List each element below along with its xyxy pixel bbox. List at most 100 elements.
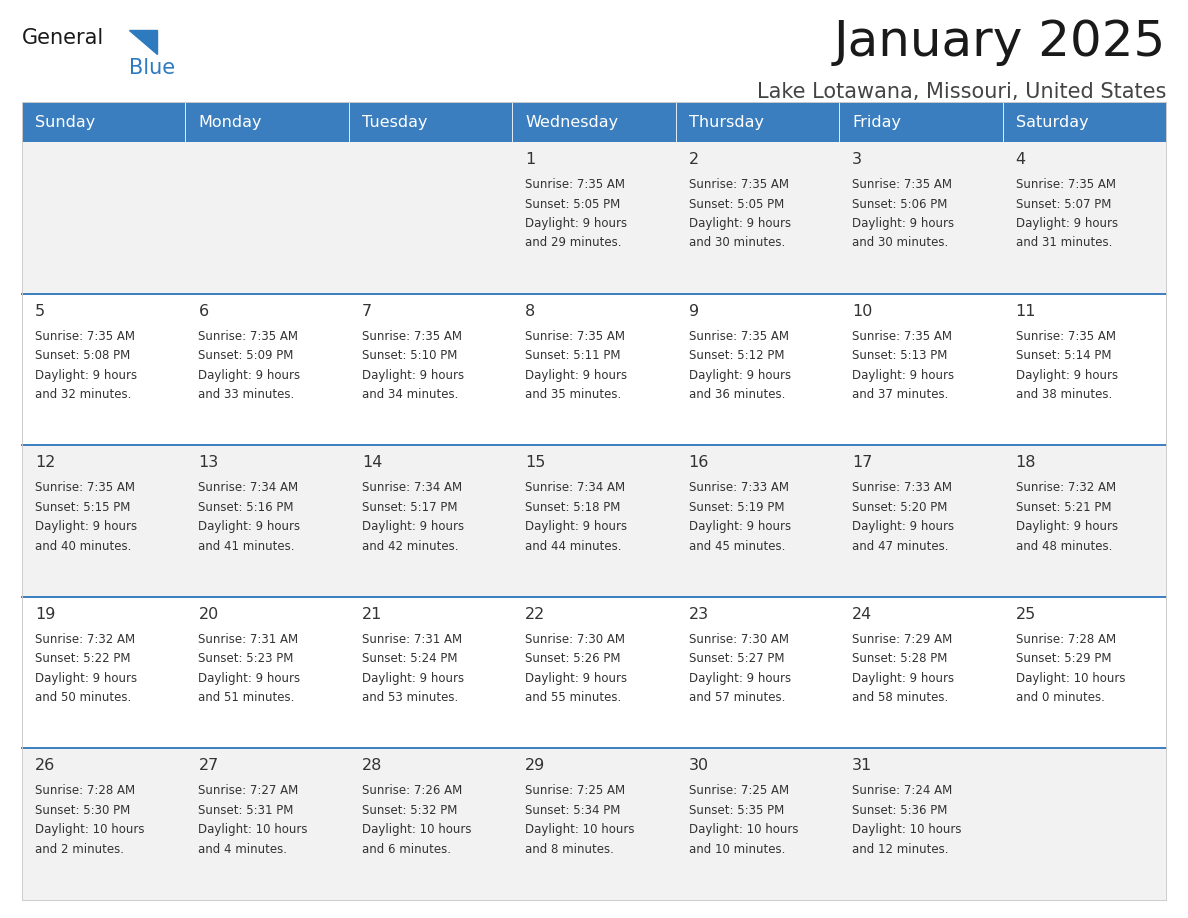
Text: 8: 8 [525, 304, 536, 319]
Text: and 48 minutes.: and 48 minutes. [1016, 540, 1112, 553]
Text: Sunrise: 7:30 AM: Sunrise: 7:30 AM [689, 633, 789, 645]
Text: Sunset: 5:21 PM: Sunset: 5:21 PM [1016, 500, 1111, 514]
Text: Sunset: 5:16 PM: Sunset: 5:16 PM [198, 500, 293, 514]
Text: Sunrise: 7:35 AM: Sunrise: 7:35 AM [34, 481, 135, 494]
Bar [185, 445, 349, 597]
Text: 7: 7 [362, 304, 372, 319]
Text: and 30 minutes.: and 30 minutes. [689, 237, 785, 250]
Text: 29: 29 [525, 758, 545, 773]
Bar [1003, 597, 1165, 748]
Text: Sunset: 5:29 PM: Sunset: 5:29 PM [1016, 653, 1111, 666]
Bar [676, 102, 839, 142]
Polygon shape [129, 30, 157, 54]
Bar [512, 748, 676, 900]
Text: Sunrise: 7:35 AM: Sunrise: 7:35 AM [525, 178, 625, 191]
Bar [23, 142, 185, 294]
Text: Sunset: 5:34 PM: Sunset: 5:34 PM [525, 804, 620, 817]
Text: Daylight: 9 hours: Daylight: 9 hours [852, 521, 954, 533]
Text: Sunrise: 7:29 AM: Sunrise: 7:29 AM [852, 633, 953, 645]
Text: Sunset: 5:10 PM: Sunset: 5:10 PM [362, 349, 457, 362]
Text: and 30 minutes.: and 30 minutes. [852, 237, 948, 250]
Text: Sunset: 5:27 PM: Sunset: 5:27 PM [689, 653, 784, 666]
Bar [676, 748, 839, 900]
Bar [23, 102, 185, 142]
Bar [512, 445, 676, 597]
Text: Daylight: 9 hours: Daylight: 9 hours [198, 672, 301, 685]
Text: Daylight: 9 hours: Daylight: 9 hours [689, 217, 791, 230]
Text: Sunrise: 7:28 AM: Sunrise: 7:28 AM [1016, 633, 1116, 645]
Text: Sunrise: 7:26 AM: Sunrise: 7:26 AM [362, 784, 462, 798]
Text: 19: 19 [34, 607, 56, 621]
Text: Daylight: 9 hours: Daylight: 9 hours [525, 672, 627, 685]
Bar [1003, 445, 1165, 597]
Text: Daylight: 9 hours: Daylight: 9 hours [34, 521, 137, 533]
Text: Sunrise: 7:33 AM: Sunrise: 7:33 AM [852, 481, 952, 494]
Text: Sunset: 5:12 PM: Sunset: 5:12 PM [689, 349, 784, 362]
Text: Sunrise: 7:31 AM: Sunrise: 7:31 AM [198, 633, 298, 645]
Text: and 38 minutes.: and 38 minutes. [1016, 388, 1112, 401]
Bar [839, 445, 1003, 597]
Text: Lake Lotawana, Missouri, United States: Lake Lotawana, Missouri, United States [757, 82, 1165, 102]
Bar [839, 142, 1003, 294]
Text: Daylight: 9 hours: Daylight: 9 hours [362, 672, 465, 685]
Text: Daylight: 9 hours: Daylight: 9 hours [689, 672, 791, 685]
Text: 13: 13 [198, 455, 219, 470]
Text: Daylight: 9 hours: Daylight: 9 hours [198, 369, 301, 382]
Text: Daylight: 9 hours: Daylight: 9 hours [1016, 521, 1118, 533]
Text: 4: 4 [1016, 152, 1025, 167]
Text: Sunrise: 7:32 AM: Sunrise: 7:32 AM [34, 633, 135, 645]
Text: Sunset: 5:17 PM: Sunset: 5:17 PM [362, 500, 457, 514]
Bar [1003, 102, 1165, 142]
Text: January 2025: January 2025 [834, 18, 1165, 66]
Text: Daylight: 9 hours: Daylight: 9 hours [34, 369, 137, 382]
Bar [676, 597, 839, 748]
Text: Sunrise: 7:27 AM: Sunrise: 7:27 AM [198, 784, 298, 798]
Text: 3: 3 [852, 152, 862, 167]
Text: and 31 minutes.: and 31 minutes. [1016, 237, 1112, 250]
Text: and 50 minutes.: and 50 minutes. [34, 691, 131, 704]
Text: and 33 minutes.: and 33 minutes. [198, 388, 295, 401]
Text: Sunrise: 7:35 AM: Sunrise: 7:35 AM [852, 178, 952, 191]
Text: Monday: Monday [198, 115, 261, 129]
Text: Sunrise: 7:35 AM: Sunrise: 7:35 AM [362, 330, 462, 342]
Bar [185, 748, 349, 900]
Text: General: General [23, 28, 105, 48]
Text: Sunset: 5:11 PM: Sunset: 5:11 PM [525, 349, 621, 362]
Text: and 32 minutes.: and 32 minutes. [34, 388, 132, 401]
Text: 24: 24 [852, 607, 872, 621]
Text: Sunset: 5:13 PM: Sunset: 5:13 PM [852, 349, 948, 362]
Bar [512, 597, 676, 748]
Text: Sunrise: 7:35 AM: Sunrise: 7:35 AM [34, 330, 135, 342]
Text: Sunday: Sunday [34, 115, 95, 129]
Text: and 6 minutes.: and 6 minutes. [362, 843, 451, 856]
Text: Sunrise: 7:35 AM: Sunrise: 7:35 AM [1016, 330, 1116, 342]
Bar [1003, 748, 1165, 900]
Text: Daylight: 9 hours: Daylight: 9 hours [852, 369, 954, 382]
Text: 12: 12 [34, 455, 56, 470]
Text: Daylight: 9 hours: Daylight: 9 hours [198, 521, 301, 533]
Bar [185, 294, 349, 445]
Bar [839, 597, 1003, 748]
Text: and 29 minutes.: and 29 minutes. [525, 237, 621, 250]
Text: Sunrise: 7:24 AM: Sunrise: 7:24 AM [852, 784, 953, 798]
Bar [512, 102, 676, 142]
Text: Daylight: 9 hours: Daylight: 9 hours [689, 521, 791, 533]
Text: Sunset: 5:18 PM: Sunset: 5:18 PM [525, 500, 620, 514]
Text: Sunrise: 7:35 AM: Sunrise: 7:35 AM [852, 330, 952, 342]
Text: Sunrise: 7:33 AM: Sunrise: 7:33 AM [689, 481, 789, 494]
Bar [349, 142, 512, 294]
Text: Daylight: 10 hours: Daylight: 10 hours [34, 823, 145, 836]
Text: 1: 1 [525, 152, 536, 167]
Text: and 42 minutes.: and 42 minutes. [362, 540, 459, 553]
Bar [185, 142, 349, 294]
Bar [349, 294, 512, 445]
Bar [349, 748, 512, 900]
Text: Sunset: 5:28 PM: Sunset: 5:28 PM [852, 653, 948, 666]
Text: 31: 31 [852, 758, 872, 773]
Text: Sunset: 5:35 PM: Sunset: 5:35 PM [689, 804, 784, 817]
Text: 30: 30 [689, 758, 709, 773]
Text: 22: 22 [525, 607, 545, 621]
Text: Sunrise: 7:34 AM: Sunrise: 7:34 AM [198, 481, 298, 494]
Text: Daylight: 10 hours: Daylight: 10 hours [852, 823, 961, 836]
Text: Sunset: 5:36 PM: Sunset: 5:36 PM [852, 804, 948, 817]
